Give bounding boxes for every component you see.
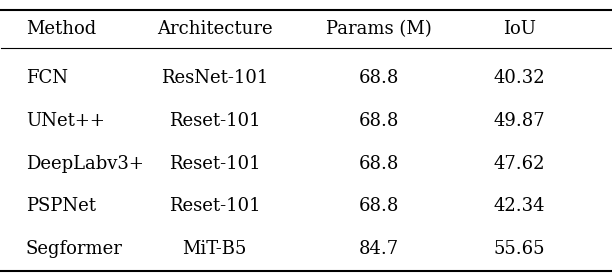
Text: 84.7: 84.7: [359, 240, 399, 258]
Text: Segformer: Segformer: [26, 240, 122, 258]
Text: 68.8: 68.8: [359, 70, 399, 88]
Text: PSPNet: PSPNet: [26, 197, 95, 215]
Text: UNet++: UNet++: [26, 112, 105, 130]
Text: 55.65: 55.65: [493, 240, 545, 258]
Text: 68.8: 68.8: [359, 197, 399, 215]
Text: 42.34: 42.34: [493, 197, 545, 215]
Text: IoU: IoU: [502, 20, 536, 38]
Text: Architecture: Architecture: [157, 20, 272, 38]
Text: Params (M): Params (M): [326, 20, 432, 38]
Text: Method: Method: [26, 20, 96, 38]
Text: Reset-101: Reset-101: [169, 112, 261, 130]
Text: Reset-101: Reset-101: [169, 155, 261, 173]
Text: ResNet-101: ResNet-101: [161, 70, 268, 88]
Text: Reset-101: Reset-101: [169, 197, 261, 215]
Text: 47.62: 47.62: [493, 155, 545, 173]
Text: FCN: FCN: [26, 70, 68, 88]
Text: 40.32: 40.32: [493, 70, 545, 88]
Text: MiT-B5: MiT-B5: [182, 240, 247, 258]
Text: 68.8: 68.8: [359, 155, 399, 173]
Text: DeepLabv3+: DeepLabv3+: [26, 155, 144, 173]
Text: 68.8: 68.8: [359, 112, 399, 130]
Text: 49.87: 49.87: [493, 112, 545, 130]
